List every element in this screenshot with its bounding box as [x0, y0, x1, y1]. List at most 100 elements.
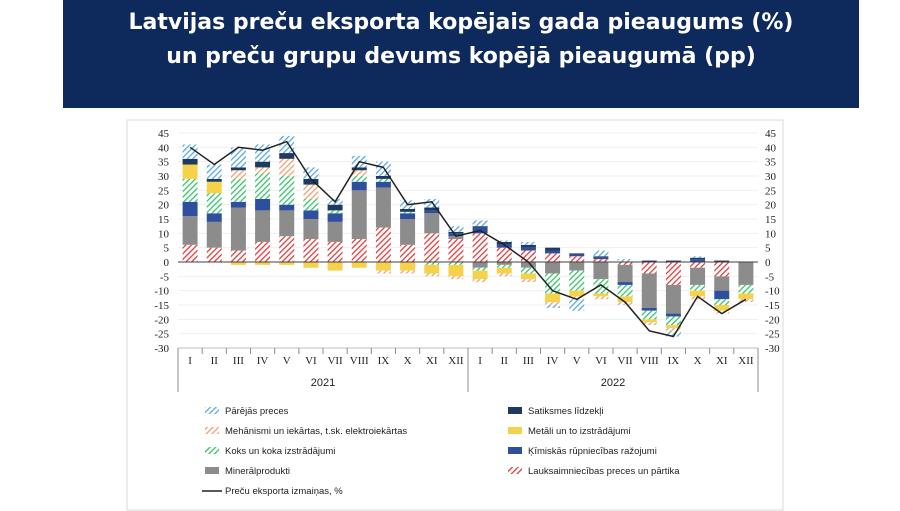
y-tick-left: 40: [158, 142, 170, 154]
y-tick-left: 5: [164, 243, 170, 255]
bar-lauksaimniecibas-preces-un-partika-18: [593, 259, 609, 262]
y-tick-left: 35: [158, 157, 170, 169]
bar-kimiskas-rupniecibas-razojumi-16: [545, 250, 561, 254]
bar-mineralprodukti-13: [472, 262, 488, 268]
legend-label: Pārējās preces: [225, 406, 289, 417]
y-tick-right: -10: [765, 286, 780, 298]
bar-mehanismi-un-iekartas-t-sk-elektroiekartas-16: [545, 302, 561, 305]
bar-parejas-preces-19: [617, 259, 633, 262]
x-tick-label: V: [573, 355, 581, 367]
bar-mehanismi-un-iekartas-t-sk-elektroiekartas-5: [279, 158, 295, 176]
legend-swatch-metali-un-to-izstradajumi: [508, 427, 522, 434]
bar-mehanismi-un-iekartas-t-sk-elektroiekartas-14: [496, 273, 512, 277]
bar-koks-un-koka-izstradajumi-13: [472, 267, 488, 271]
x-tick-label: V: [283, 355, 291, 367]
bar-lauksaimniecibas-preces-un-partika-8: [351, 239, 367, 262]
bar-mehanismi-un-iekartas-t-sk-elektroiekartas-21: [665, 327, 681, 331]
bar-satiksmes-lidzekli-9: [375, 176, 391, 179]
bar-lauksaimniecibas-preces-un-partika-1: [182, 244, 198, 262]
y-tick-right: -30: [765, 343, 780, 355]
bar-mineralprodukti-24: [738, 262, 754, 285]
year-label: 2022: [601, 377, 625, 389]
growth-line: [189, 140, 747, 338]
bar-metali-un-to-izstradajumi-18: [593, 293, 609, 297]
bars: [178, 135, 758, 337]
bar-satiksmes-lidzekli-6: [303, 178, 319, 185]
legend-swatch-koks-un-koka-izstradajumi: [205, 447, 219, 454]
bar-parejas-preces-15: [520, 241, 536, 245]
bar-kimiskas-rupniecibas-razojumi-2: [206, 213, 222, 222]
bar-satiksmes-lidzekli-5: [279, 153, 295, 159]
y-tick-left: 25: [158, 185, 170, 197]
bar-koks-un-koka-izstradajumi-19: [617, 284, 633, 297]
y-tick-right: -25: [765, 329, 780, 341]
bar-mehanismi-un-iekartas-t-sk-elektroiekartas-17: [569, 296, 585, 300]
bar-lauksaimniecibas-preces-un-partika-10: [400, 244, 416, 262]
bar-parejas-preces-18: [593, 250, 609, 257]
bar-parejas-preces-16: [545, 305, 561, 308]
legend-swatch-kimiskas-rupniecibas-razojumi: [508, 447, 522, 454]
bar-metali-un-to-izstradajumi-8: [351, 262, 367, 268]
y-tick-left: 15: [158, 214, 170, 226]
bar-metali-un-to-izstradajumi-17: [569, 290, 585, 297]
bar-metali-un-to-izstradajumi-1: [182, 164, 198, 179]
x-tick-label: XI: [426, 355, 438, 367]
bar-metali-un-to-izstradajumi-22: [690, 290, 706, 297]
x-tick-label: XII: [738, 355, 754, 367]
bar-mineralprodukti-6: [303, 219, 319, 240]
y-tick-left: 30: [158, 171, 170, 183]
bar-mineralprodukti-11: [424, 213, 440, 234]
bar-satiksmes-lidzekli-4: [255, 161, 271, 168]
bar-koks-un-koka-izstradajumi-8: [351, 176, 367, 182]
bar-koks-un-koka-izstradajumi-10: [400, 211, 416, 214]
bar-parejas-preces-22: [690, 256, 706, 258]
bar-kimiskas-rupniecibas-razojumi-8: [351, 181, 367, 191]
bar-mineralprodukti-16: [545, 262, 561, 274]
bar-satiksmes-lidzekli-8: [351, 167, 367, 171]
bar-koks-un-koka-izstradajumi-22: [690, 284, 706, 291]
bar-lauksaimniecibas-preces-un-partika-16: [545, 253, 561, 262]
bar-koks-un-koka-izstradajumi-12: [448, 262, 464, 265]
bar-kimiskas-rupniecibas-razojumi-17: [569, 254, 585, 257]
bar-metali-un-to-izstradajumi-9: [375, 262, 391, 271]
bar-satiksmes-lidzekli-20: [641, 260, 657, 262]
y-tick-right: 10: [765, 228, 777, 240]
bar-kimiskas-rupniecibas-razojumi-19: [617, 282, 633, 285]
legend-label: Minerālprodukti: [225, 466, 290, 477]
x-tick-label: IX: [668, 355, 680, 367]
bar-parejas-preces-5: [279, 135, 295, 154]
x-tick-label: II: [501, 355, 509, 367]
bar-mehanismi-un-iekartas-t-sk-elektroiekartas-12: [448, 276, 464, 280]
bar-metali-un-to-izstradajumi-21: [665, 325, 681, 328]
bar-mineralprodukti-23: [714, 276, 730, 291]
y-tick-left: -15: [154, 300, 169, 312]
bar-satiksmes-lidzekli-11: [424, 207, 440, 211]
bar-koks-un-koka-izstradajumi-5: [279, 176, 295, 205]
y-tick-left: 10: [158, 228, 170, 240]
y-tick-right: 0: [765, 257, 771, 269]
y-tick-left: 20: [158, 200, 170, 212]
x-tick-label: II: [211, 355, 219, 367]
bar-koks-un-koka-izstradajumi-6: [303, 198, 319, 211]
bar-satiksmes-lidzekli-12: [448, 231, 464, 234]
bar-kimiskas-rupniecibas-razojumi-6: [303, 210, 319, 219]
bar-kimiskas-rupniecibas-razojumi-22: [690, 259, 706, 262]
bar-mineralprodukti-10: [400, 219, 416, 245]
legend: Pārējās preces Satiksmes līdzekļi Mehānism…: [202, 406, 680, 497]
x-tick-label: IV: [547, 355, 559, 367]
bar-kimiskas-rupniecibas-razojumi-7: [327, 213, 343, 222]
bar-mehanismi-un-iekartas-t-sk-elektroiekartas-11: [424, 273, 440, 277]
bar-lauksaimniecibas-preces-un-partika-22: [690, 262, 706, 268]
y-tick-right: -20: [765, 314, 780, 326]
bar-satiksmes-lidzekli-15: [520, 244, 536, 248]
bar-koks-un-koka-izstradajumi-23: [714, 299, 730, 305]
x-tick-label: XI: [716, 355, 728, 367]
line-preču-eksporta-izmaiņas: [189, 140, 747, 338]
bar-metali-un-to-izstradajumi-2: [206, 181, 222, 194]
bar-lauksaimniecibas-preces-un-partika-12: [448, 239, 464, 262]
bar-kimiskas-rupniecibas-razojumi-23: [714, 290, 730, 300]
bar-parejas-preces-2: [206, 164, 222, 179]
bar-kimiskas-rupniecibas-razojumi-20: [641, 307, 657, 311]
bar-koks-un-koka-izstradajumi-15: [520, 267, 536, 274]
